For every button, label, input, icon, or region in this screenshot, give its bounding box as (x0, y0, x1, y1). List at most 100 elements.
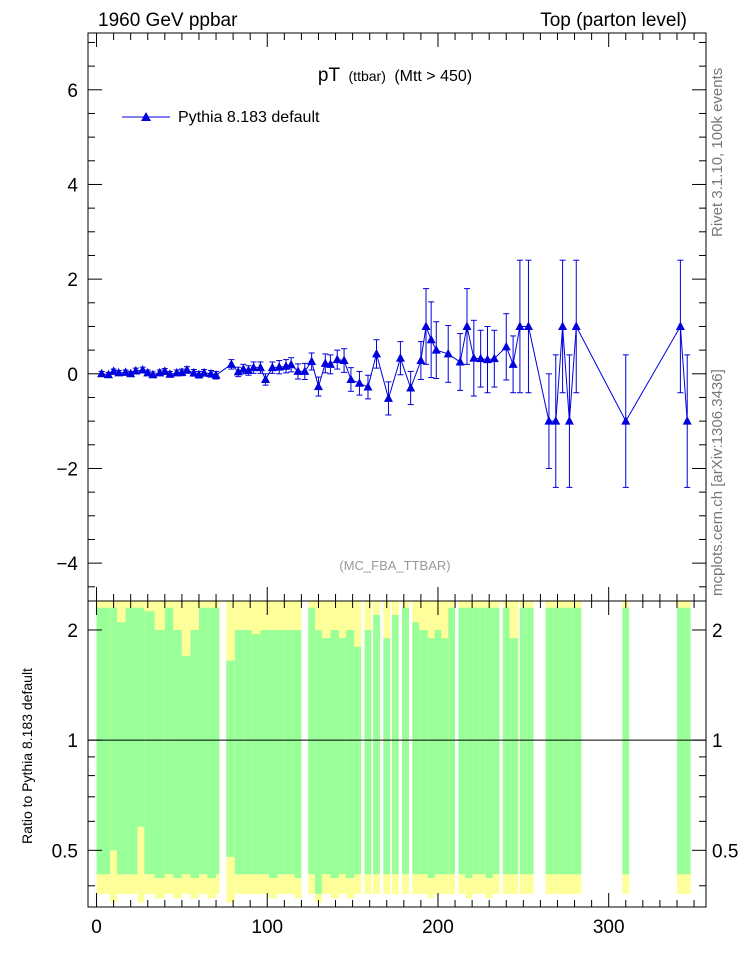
data-point (551, 416, 561, 425)
ratio-band-inner (478, 607, 486, 875)
ratio-band-inner (315, 629, 322, 894)
data-point (286, 359, 296, 369)
data-point (455, 356, 465, 366)
data-point (544, 416, 554, 425)
header-left-label: 1960 GeV ppbar (98, 10, 238, 31)
ratio-band-inner (226, 660, 235, 857)
data-point (313, 381, 323, 391)
ratio-band-inner (519, 607, 527, 875)
ratio-band-inner (144, 611, 155, 875)
ratio-ytick-label-left: 1 (67, 731, 78, 752)
data-point (675, 321, 685, 330)
data-point (131, 365, 141, 375)
ratio-band-inner (364, 629, 372, 875)
data-point (482, 354, 492, 364)
ratio-band-inner (354, 646, 362, 875)
ratio-band-inner (402, 607, 409, 875)
data-point (238, 364, 248, 373)
ratio-band-inner (345, 629, 355, 879)
ratio-band-inner (96, 607, 111, 875)
data-point (515, 321, 525, 330)
data-point (199, 367, 209, 377)
data-point (339, 355, 349, 365)
ratio-band-inner (216, 607, 220, 875)
ratio-ytick-label-left: 2 (67, 621, 78, 642)
main-ytick-label: −4 (56, 554, 78, 575)
ratio-band-inner (234, 629, 244, 875)
main-ytick-label: 4 (67, 175, 78, 196)
ratio-band-inner (441, 638, 449, 875)
data-point (126, 368, 136, 378)
ratio-band-inner (251, 634, 261, 875)
main-ytick-label: 2 (67, 270, 78, 291)
data-point (143, 367, 153, 377)
data-point (354, 378, 364, 387)
data-point (211, 370, 221, 379)
data-point (383, 393, 393, 402)
ratio-band-inner (502, 607, 510, 875)
data-point (325, 359, 335, 368)
data-point (182, 365, 192, 374)
data-point (109, 366, 119, 375)
rivet-label: Rivet 3.1.10, 100k events (709, 68, 726, 237)
main-panel: pT (ttbar) (Mtt > 450) (MC_FBA_TTBAR) Py… (56, 32, 707, 602)
data-point (682, 416, 692, 425)
ratio-band-inner (572, 607, 582, 875)
data-point (508, 359, 518, 368)
data-point (558, 321, 568, 330)
ratio-band-inner (552, 607, 560, 875)
ratio-band-inner (268, 629, 278, 879)
ratio-band-inner (294, 629, 302, 879)
xtick-label: 100 (251, 917, 283, 938)
legend-label: Pythia 8.183 default (178, 109, 320, 126)
ratio-band-inner (427, 638, 435, 879)
ratio-panel: 0.5 0.5 1 1 2 2 0 100 200 300 Ratio to Pythia 8.1… (19, 600, 738, 938)
ratio-band-inner (190, 629, 199, 879)
ratio-band-inner (391, 614, 399, 875)
data-point (372, 348, 382, 358)
ratio-band-inner (117, 622, 126, 875)
main-ytick-label: 6 (67, 81, 78, 102)
data-point (489, 353, 499, 363)
ratio-band-inner (622, 607, 630, 875)
xtick-label: 0 (91, 917, 102, 938)
ratio-band-inner (683, 607, 691, 875)
title-main: pT (318, 65, 341, 86)
ratio-band-inner (260, 629, 269, 875)
title-cut: (Mtt > 450) (394, 68, 472, 85)
ratio-band-inner (472, 607, 479, 875)
data-point (226, 359, 236, 368)
ratio-band-inner (676, 607, 684, 875)
ratio-band-inner (181, 655, 191, 875)
data-point (300, 366, 310, 375)
data-point (103, 369, 113, 379)
ratio-band-inner (308, 607, 316, 875)
ratio-band-inner (243, 629, 252, 875)
data-point (476, 353, 486, 363)
data-point (249, 362, 259, 372)
ratio-band-inner (207, 607, 217, 879)
data-point (121, 367, 131, 376)
ratio-frame (87, 600, 707, 908)
data-point (267, 362, 277, 372)
ratio-band-inner (559, 607, 567, 875)
data-point (189, 367, 199, 377)
ratio-band-inner (110, 607, 118, 851)
data-point (114, 367, 124, 377)
main-ytick-label: 0 (67, 365, 78, 386)
title-sub: (ttbar) (349, 68, 386, 84)
ratio-band-inner (566, 607, 573, 875)
ratio-ytick-label-left: 0.5 (52, 841, 78, 862)
ratio-ytick-label-right: 1 (712, 731, 723, 752)
ratio-ylabel: Ratio to Pythia 8.183 default (19, 668, 35, 844)
data-point (160, 366, 170, 375)
data-point (621, 416, 631, 425)
data-point (462, 321, 472, 330)
ratio-band-inner (383, 638, 391, 875)
ratio-band-inner (321, 638, 331, 875)
ratio-band-inner (526, 607, 534, 875)
data-point (346, 374, 356, 383)
ratio-band-inner (492, 607, 500, 875)
ratio-band-inner (277, 629, 285, 875)
data-point (307, 356, 317, 365)
